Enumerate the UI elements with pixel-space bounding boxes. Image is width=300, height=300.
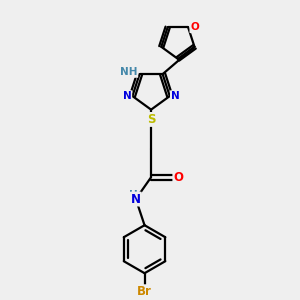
Text: NH: NH [120, 67, 137, 77]
Text: H: H [129, 190, 138, 200]
Text: O: O [173, 171, 183, 184]
Text: O: O [190, 22, 199, 32]
Text: Br: Br [137, 285, 152, 298]
Text: S: S [147, 113, 155, 126]
Text: N: N [131, 193, 141, 206]
Text: N: N [123, 91, 131, 101]
Text: N: N [171, 91, 180, 101]
